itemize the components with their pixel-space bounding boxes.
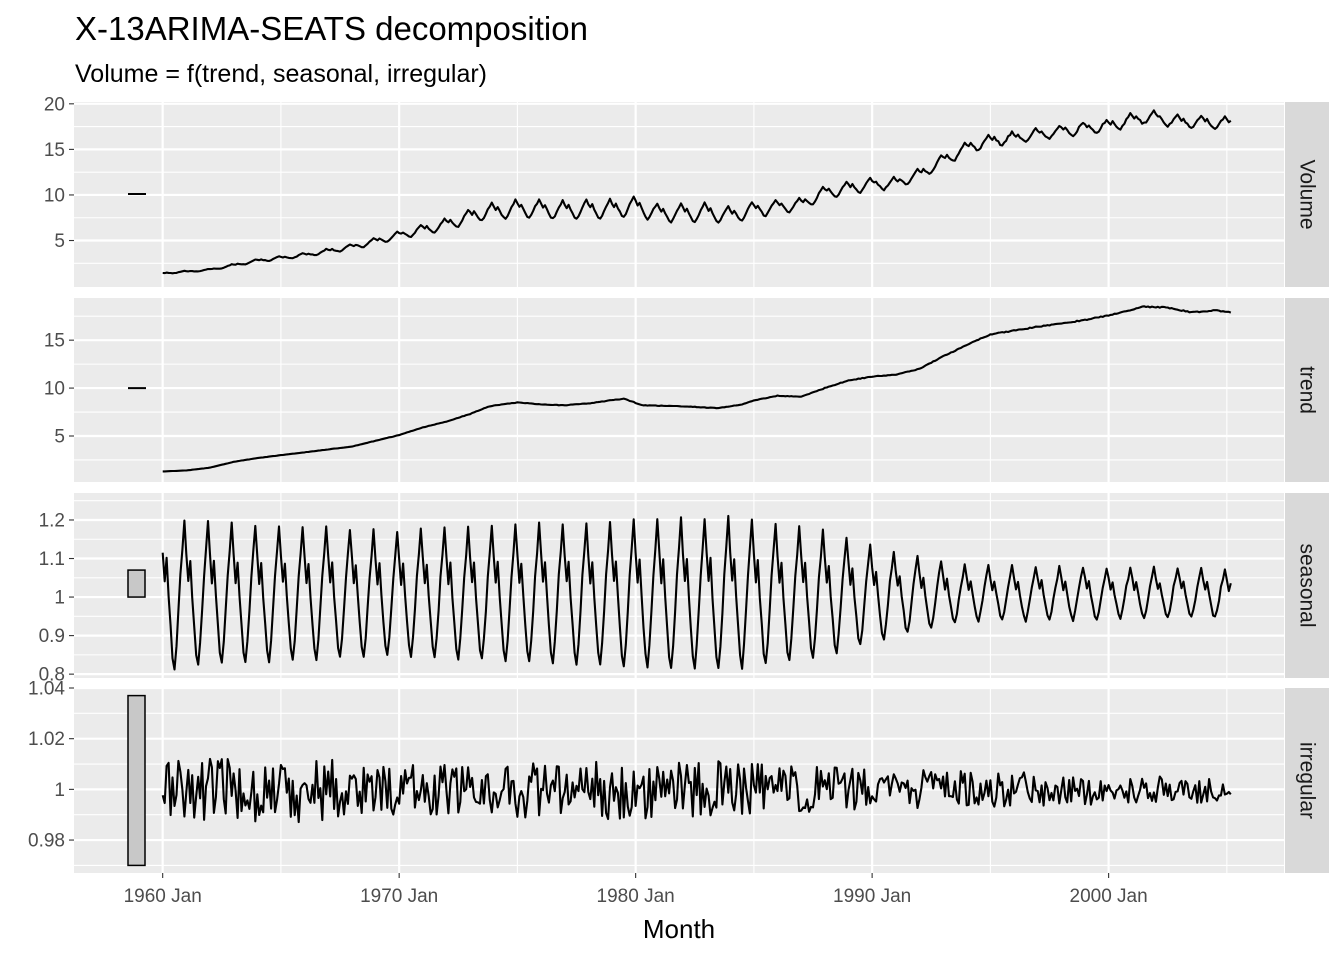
series-line-irregular [161, 757, 1232, 824]
y-tick-label: 20 [44, 94, 65, 115]
x-tick-label: 1980 Jan [597, 886, 675, 907]
y-tick-label: 0.98 [28, 831, 65, 852]
panel-background [74, 298, 1284, 482]
x-tick-label: 1960 Jan [124, 886, 202, 907]
series-line-seasonal [161, 514, 1232, 671]
y-tick-label: 10 [44, 185, 65, 206]
y-tick-label: 15 [44, 331, 65, 352]
panel-seasonal: 0.8 0.9 1 1.1 1.2 seasonal [39, 493, 1329, 686]
y-tick-label: 5 [54, 231, 65, 252]
chart-subtitle: Volume = f(trend, seasonal, irregular) [75, 60, 488, 88]
strip-label-irregular: irregular [1296, 742, 1319, 819]
y-tick-label: 0.8 [39, 665, 65, 686]
y-tick-label: 1.04 [28, 679, 65, 700]
y-tick-label: 5 [54, 427, 65, 448]
y-tick-label: 10 [44, 379, 65, 400]
strip-label-trend: trend [1296, 366, 1319, 414]
x-tick-label: 1990 Jan [833, 886, 911, 907]
scale-bar [127, 569, 146, 598]
panel-Volume: 5 10 15 20 Volume [44, 94, 1329, 287]
y-tick-label: 1 [54, 780, 65, 801]
strip [1285, 688, 1329, 873]
x-axis-title: Month [643, 914, 715, 944]
chart-panels: 5 10 15 20 Volume 5 10 15 trend 0.8 0.9 1 1.1 1.2 seas… [28, 94, 1329, 873]
y-tick-label: 1.02 [28, 729, 65, 750]
x-axis: 1960 Jan 1970 Jan 1980 Jan 1990 Jan 2000 Jan [124, 873, 1148, 907]
strip [1285, 493, 1329, 678]
panel-irregular: 0.98 1 1.02 1.04 irregular [28, 679, 1329, 873]
y-tick-label: 1.1 [39, 549, 65, 570]
series-line-trend [162, 305, 1232, 473]
strip [1285, 298, 1329, 482]
series-line-Volume [162, 109, 1232, 275]
x-tick-label: 2000 Jan [1070, 886, 1148, 907]
x-tick-label: 1970 Jan [360, 886, 438, 907]
scale-bar [127, 694, 146, 867]
y-tick-label: 1.2 [39, 510, 65, 531]
panel-background [74, 493, 1284, 678]
chart-title: X-13ARIMA-SEATS decomposition [75, 10, 588, 47]
panel-trend: 5 10 15 trend [44, 298, 1329, 482]
y-tick-label: 1 [54, 588, 65, 609]
strip-label-Volume: Volume [1296, 159, 1319, 229]
strip [1285, 102, 1329, 287]
y-tick-label: 15 [44, 140, 65, 161]
y-tick-label: 0.9 [39, 626, 65, 647]
strip-label-seasonal: seasonal [1296, 543, 1319, 627]
